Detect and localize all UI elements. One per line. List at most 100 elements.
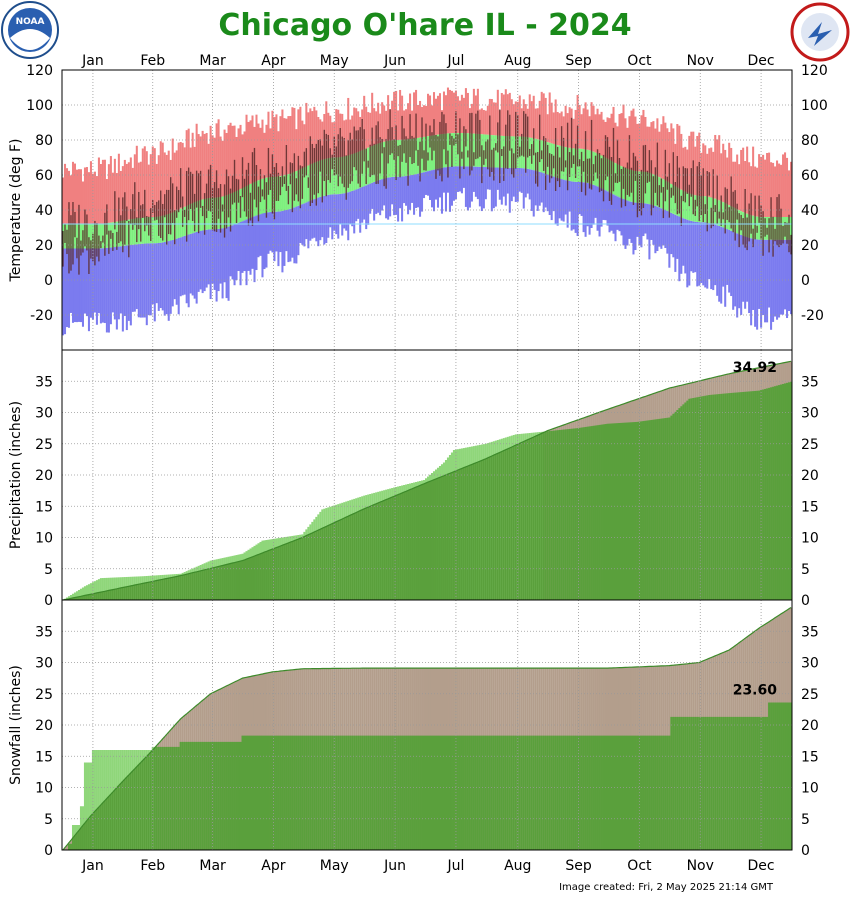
actual-temp-bar	[702, 168, 704, 223]
record-high-bar	[574, 109, 577, 149]
record-low-bar	[770, 239, 773, 330]
record-low-bar	[772, 239, 775, 322]
month-top-jun: Jun	[383, 53, 406, 69]
actual-temp-bar	[658, 185, 661, 208]
actual-temp-bar	[756, 225, 758, 233]
precipitation-observed-bar	[646, 420, 649, 600]
ytick-left-temp--20: -20	[30, 308, 53, 324]
record-low-bar	[626, 200, 629, 246]
actual-temp-bar	[497, 122, 499, 153]
precipitation-observed-bar	[502, 450, 505, 600]
record-low-bar	[373, 181, 376, 221]
record-high-bar	[716, 139, 719, 200]
actual-temp-bar	[245, 169, 248, 217]
actual-temp-bar	[301, 166, 304, 199]
normal-range-bar	[129, 219, 132, 245]
snowfall-observed-bars	[67, 702, 793, 850]
record-high-bar	[205, 132, 208, 199]
snowfall-observed-bar	[381, 735, 384, 850]
record-low-bar	[423, 172, 426, 199]
record-high-bar	[347, 97, 350, 156]
record-low-bar	[403, 176, 406, 204]
record-high-bar	[594, 114, 597, 153]
record-high-bar	[690, 131, 693, 195]
snowfall-observed-bar	[335, 735, 338, 850]
precipitation-observed-bar	[99, 592, 102, 600]
record-low-bar	[442, 167, 446, 193]
precipitation-observed-bar	[75, 591, 79, 600]
actual-temp-bar	[243, 178, 246, 212]
record-high-bar	[676, 124, 679, 188]
actual-temp-bar	[349, 132, 351, 184]
precipitation-observed-bar	[305, 535, 308, 600]
precipitation-observed-bar	[642, 421, 645, 600]
snowfall-observed-bar	[327, 735, 330, 850]
precipitation-observed-bar	[568, 428, 571, 600]
normal-range-bar	[389, 140, 392, 178]
record-low-bar	[145, 243, 148, 326]
record-low-bar	[730, 230, 733, 297]
ytick-right-precipitation-25: 25	[801, 437, 819, 453]
record-low-bar	[678, 216, 681, 282]
snowfall-observed-bar	[568, 735, 571, 850]
precipitation-observed-bar	[407, 490, 410, 600]
actual-temp-bar	[387, 129, 389, 164]
record-low-bar	[672, 213, 675, 258]
actual-temp-bar	[383, 147, 385, 187]
record-high-bar	[718, 135, 721, 201]
record-low-bar	[522, 168, 525, 209]
snowfall-observed-bar	[764, 716, 767, 850]
record-high-bar	[460, 94, 463, 134]
actual-temp-bar	[213, 182, 216, 232]
snowfall-observed-bar	[452, 735, 455, 850]
record-low-bar	[590, 184, 593, 228]
actual-temp-bar	[397, 145, 399, 157]
record-low-bar	[297, 205, 300, 256]
ytick-right-precipitation-35: 35	[801, 374, 819, 390]
precipitation-observed-bar	[227, 564, 230, 600]
record-low-bar	[293, 207, 296, 264]
precipitation-observed-bar	[602, 424, 605, 600]
actual-temp-bar	[469, 113, 471, 176]
actual-temp-bar	[570, 117, 573, 168]
snowfall-observed-bar	[147, 754, 150, 850]
record-low-bar	[652, 205, 655, 245]
snowfall-observed-bar	[432, 735, 436, 850]
snowfall-observed-bar	[720, 716, 723, 850]
actual-temp-bar	[353, 126, 355, 168]
snowfall-observed-bar	[257, 735, 260, 850]
snowfall-observed-bar	[460, 735, 463, 850]
normal-range-bar	[183, 206, 186, 236]
snowfall-observed-bar	[347, 735, 350, 850]
snowfall-observed-bar	[692, 716, 695, 850]
record-high-bar	[417, 104, 420, 138]
actual-temp-bar	[568, 152, 571, 177]
record-high-bar	[556, 111, 559, 146]
snowfall-observed-bar	[283, 735, 286, 850]
precipitation-observed-bar	[213, 567, 216, 600]
normal-range-bar	[460, 133, 463, 167]
record-high-bar	[113, 158, 116, 223]
record-high-bar	[259, 127, 262, 180]
actual-temp-bar	[582, 161, 585, 172]
record-low-bar	[628, 201, 631, 239]
snowfall-observed-bar	[103, 800, 106, 850]
snowfall-observed-bar	[177, 746, 180, 850]
snowfall-observed-bar	[231, 741, 234, 850]
precipitation-observed-bar	[486, 457, 489, 600]
actual-temp-bar	[467, 150, 469, 158]
actual-temp-bar	[293, 153, 296, 201]
precipitation-observed-bar	[375, 503, 378, 600]
record-high-bar	[568, 107, 571, 148]
actual-temp-bar	[471, 112, 473, 171]
actual-temp-bar	[285, 145, 288, 191]
precipitation-observed-bar	[157, 580, 160, 600]
actual-temp-bar	[110, 230, 112, 239]
record-high-bar	[742, 147, 745, 213]
precipitation-observed-bar	[107, 577, 110, 600]
record-low-bar	[670, 212, 673, 255]
record-low-bar	[736, 233, 739, 318]
actual-temp-bar	[311, 143, 314, 203]
record-high-bar	[438, 93, 442, 135]
